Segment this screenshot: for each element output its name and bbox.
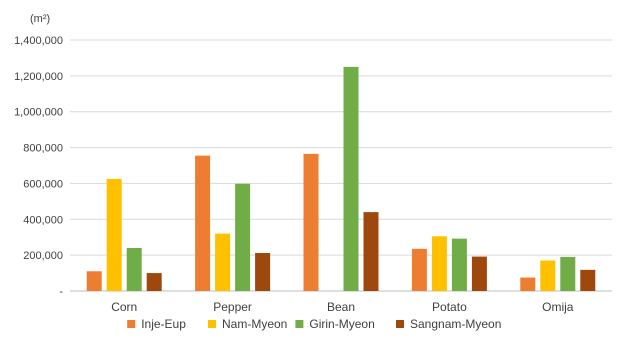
x-axis-labels: Corn Pepper Bean Potato Omija [111,300,574,314]
legend-swatch [208,320,216,328]
bar-corn-nam-myeon [106,178,122,291]
x-tick-label: Potato [432,300,467,314]
bar-potato-nam-myeon [431,236,447,291]
legend-label: Sangnam-Myeon [410,317,501,331]
legend-item: Sangnam-Myeon [396,317,501,331]
y-tick-label: 600,000 [23,178,63,190]
legend: Inje-Eup Nam-Myeon Girin-Myeon Sangnam-Myeo… [127,317,501,331]
bar-potato-girin-myeon [451,238,467,291]
bar-bean-girin-myeon [343,66,359,292]
y-tick-label: - [59,286,63,298]
legend-item: Inje-Eup [127,317,186,331]
y-axis-ticks: - 200,000 400,000 600,000 800,000 1,000,000 1,… [14,35,63,298]
y-tick-label: 400,000 [23,214,63,226]
legend-item: Girin-Myeon [295,317,375,331]
legend-label: Girin-Myeon [309,317,374,331]
y-tick-label: 1,000,000 [14,107,63,119]
x-tick-label: Omija [542,300,574,314]
legend-swatch [295,320,304,328]
gridlines [70,39,612,292]
legend-label: Inje-Eup [141,317,186,331]
y-tick-label: 1,400,000 [14,35,63,47]
bar-bean-inje-eup [303,153,319,291]
bar-corn-girin-myeon [126,247,142,291]
bar-omija-sangnam-myeon [580,269,596,291]
bar-corn-sangnam-myeon [146,273,162,291]
x-tick-label: Corn [111,300,137,314]
bar-potato-sangnam-myeon [471,256,487,291]
unit-label: (m²) [30,13,50,25]
y-tick-label: 1,200,000 [14,71,63,83]
bar-pepper-sangnam-myeon [255,252,271,291]
legend-label: Nam-Myeon [222,317,287,331]
legend-swatch [396,320,404,328]
x-tick-label: Pepper [213,300,252,314]
bar-pepper-inje-eup [195,155,211,291]
legend-item: Nam-Myeon [208,317,287,331]
bar-pepper-nam-myeon [215,233,231,291]
bar-omija-girin-myeon [560,256,576,291]
bar-potato-inje-eup [411,248,427,291]
x-tick-label: Bean [327,300,355,314]
y-tick-label: 200,000 [23,250,63,262]
bar-pepper-girin-myeon [235,183,251,291]
bar-omija-nam-myeon [540,260,556,291]
legend-swatch [127,320,136,328]
bars [86,66,596,292]
bar-corn-inje-eup [86,271,102,291]
y-tick-label: 800,000 [23,143,63,155]
bar-omija-inje-eup [520,277,536,291]
bar-bean-sangnam-myeon [363,212,379,291]
